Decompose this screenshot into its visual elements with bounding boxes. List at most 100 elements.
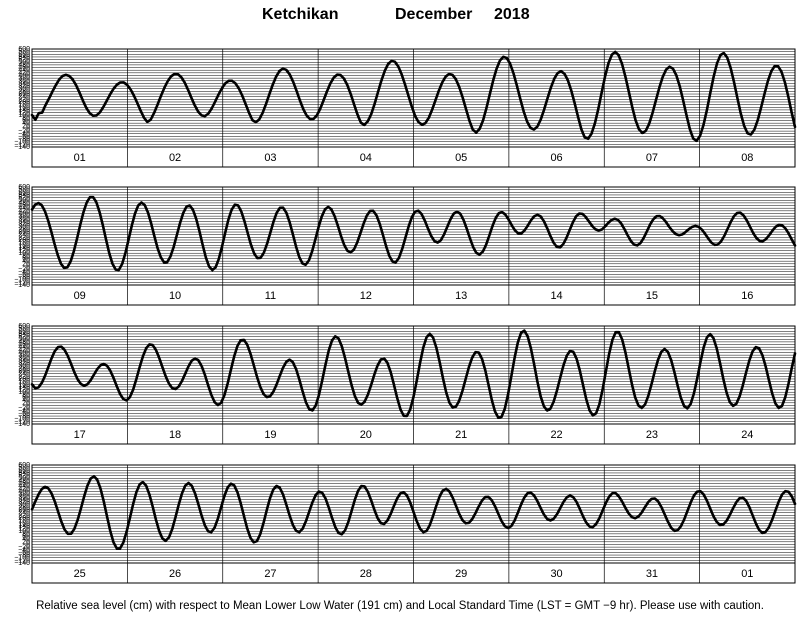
y-tick-label: 500	[18, 197, 30, 204]
y-tick-label: 300	[18, 224, 30, 231]
y-tick-label: 400	[18, 349, 30, 356]
day-label: 21	[455, 429, 467, 441]
y-tick-label: 460	[18, 203, 30, 210]
day-label: 01	[74, 152, 86, 164]
day-label-row	[31, 146, 796, 168]
tide-curve	[30, 195, 797, 272]
y-tick-label: −120	[14, 557, 30, 564]
y-tick-label: −80	[18, 274, 30, 281]
y-tick-label: 240	[18, 232, 30, 239]
tide-panel: 6005805605405205004804604404204003803603…	[14, 323, 797, 445]
y-tick-label: 0	[26, 263, 30, 270]
y-tick-label: 280	[18, 504, 30, 511]
y-tick-label: −140	[14, 282, 30, 289]
y-tick-label: −120	[14, 279, 30, 286]
day-label: 23	[646, 429, 658, 441]
y-tick-label: 300	[18, 363, 30, 370]
y-tick-label: 380	[18, 491, 30, 498]
day-label: 17	[74, 429, 86, 441]
day-label: 26	[169, 568, 181, 580]
day-label: 04	[360, 152, 372, 164]
y-tick-label: −40	[18, 131, 30, 138]
y-tick-label: 520	[18, 473, 30, 480]
y-tick-label: 100	[18, 389, 30, 396]
y-tick-label: 360	[18, 494, 30, 501]
y-tick-label: 600	[18, 46, 30, 53]
y-tick-label: −100	[14, 555, 30, 562]
y-tick-label: 480	[18, 62, 30, 69]
y-tick-label: 220	[18, 96, 30, 103]
y-tick-label: 460	[18, 65, 30, 72]
y-tick-label: 200	[18, 99, 30, 106]
y-tick-label: 320	[18, 499, 30, 506]
day-label: 12	[360, 290, 372, 302]
day-label: 09	[74, 290, 86, 302]
y-tick-label: 0	[26, 541, 30, 548]
y-tick-label: 420	[18, 208, 30, 215]
y-tick-label: 540	[18, 54, 30, 61]
day-label: 27	[264, 568, 276, 580]
y-tick-label: 40	[22, 536, 30, 543]
day-label: 31	[646, 568, 658, 580]
y-tick-label: 600	[18, 462, 30, 469]
y-tick-label: 360	[18, 216, 30, 223]
y-tick-label: 380	[18, 213, 30, 220]
y-tick-label: 560	[18, 467, 30, 474]
y-tick-label: 100	[18, 250, 30, 257]
y-tick-label: 440	[18, 344, 30, 351]
y-tick-label: 140	[18, 523, 30, 530]
tide-curve	[30, 474, 797, 550]
y-tick-label: −20	[18, 544, 30, 551]
y-tick-label: 540	[18, 470, 30, 477]
y-tick-label: 120	[18, 110, 30, 117]
y-tick-label: 560	[18, 189, 30, 196]
y-tick-label: 280	[18, 88, 30, 95]
y-tick-label: 600	[18, 323, 30, 330]
y-tick-label: −120	[14, 141, 30, 148]
y-tick-label: −80	[18, 136, 30, 143]
y-tick-label: 520	[18, 195, 30, 202]
y-tick-label: −140	[14, 421, 30, 428]
day-label: 16	[741, 290, 753, 302]
y-tick-label: 420	[18, 347, 30, 354]
tide-panel: 6005805605405205004804604404204003803603…	[14, 184, 797, 306]
y-tick-label: 40	[22, 397, 30, 404]
y-tick-label: 160	[18, 104, 30, 111]
y-tick-label: −100	[14, 139, 30, 146]
day-label: 08	[741, 152, 753, 164]
y-tick-label: 580	[18, 465, 30, 472]
y-tick-label: 400	[18, 488, 30, 495]
y-tick-label: 60	[22, 118, 30, 125]
y-tick-label: 500	[18, 336, 30, 343]
day-label: 15	[646, 290, 658, 302]
y-tick-label: 340	[18, 357, 30, 364]
y-tick-label: 540	[18, 192, 30, 199]
y-tick-label: 500	[18, 59, 30, 66]
y-tick-label: 580	[18, 49, 30, 56]
y-tick-label: 40	[22, 120, 30, 127]
y-tick-label: 340	[18, 80, 30, 87]
y-tick-label: 180	[18, 379, 30, 386]
day-label: 07	[646, 152, 658, 164]
year-label: 2018	[494, 6, 530, 23]
day-label: 01	[741, 568, 753, 580]
y-tick-label: 160	[18, 520, 30, 527]
y-tick-label: 400	[18, 210, 30, 217]
y-tick-label: −60	[18, 133, 30, 140]
y-tick-label: 480	[18, 339, 30, 346]
y-tick-label: 160	[18, 242, 30, 249]
y-tick-label: 600	[18, 184, 30, 191]
day-label: 19	[264, 429, 276, 441]
y-tick-label: 580	[18, 187, 30, 194]
day-label: 24	[741, 429, 753, 441]
day-label: 11	[265, 290, 276, 302]
y-tick-label: 500	[18, 475, 30, 482]
y-tick-label: 540	[18, 331, 30, 338]
y-tick-label: −100	[14, 277, 30, 284]
y-tick-label: 20	[22, 123, 30, 130]
y-tick-label: 40	[22, 258, 30, 265]
y-tick-label: 380	[18, 75, 30, 82]
y-tick-label: 240	[18, 371, 30, 378]
y-tick-label: 180	[18, 240, 30, 247]
